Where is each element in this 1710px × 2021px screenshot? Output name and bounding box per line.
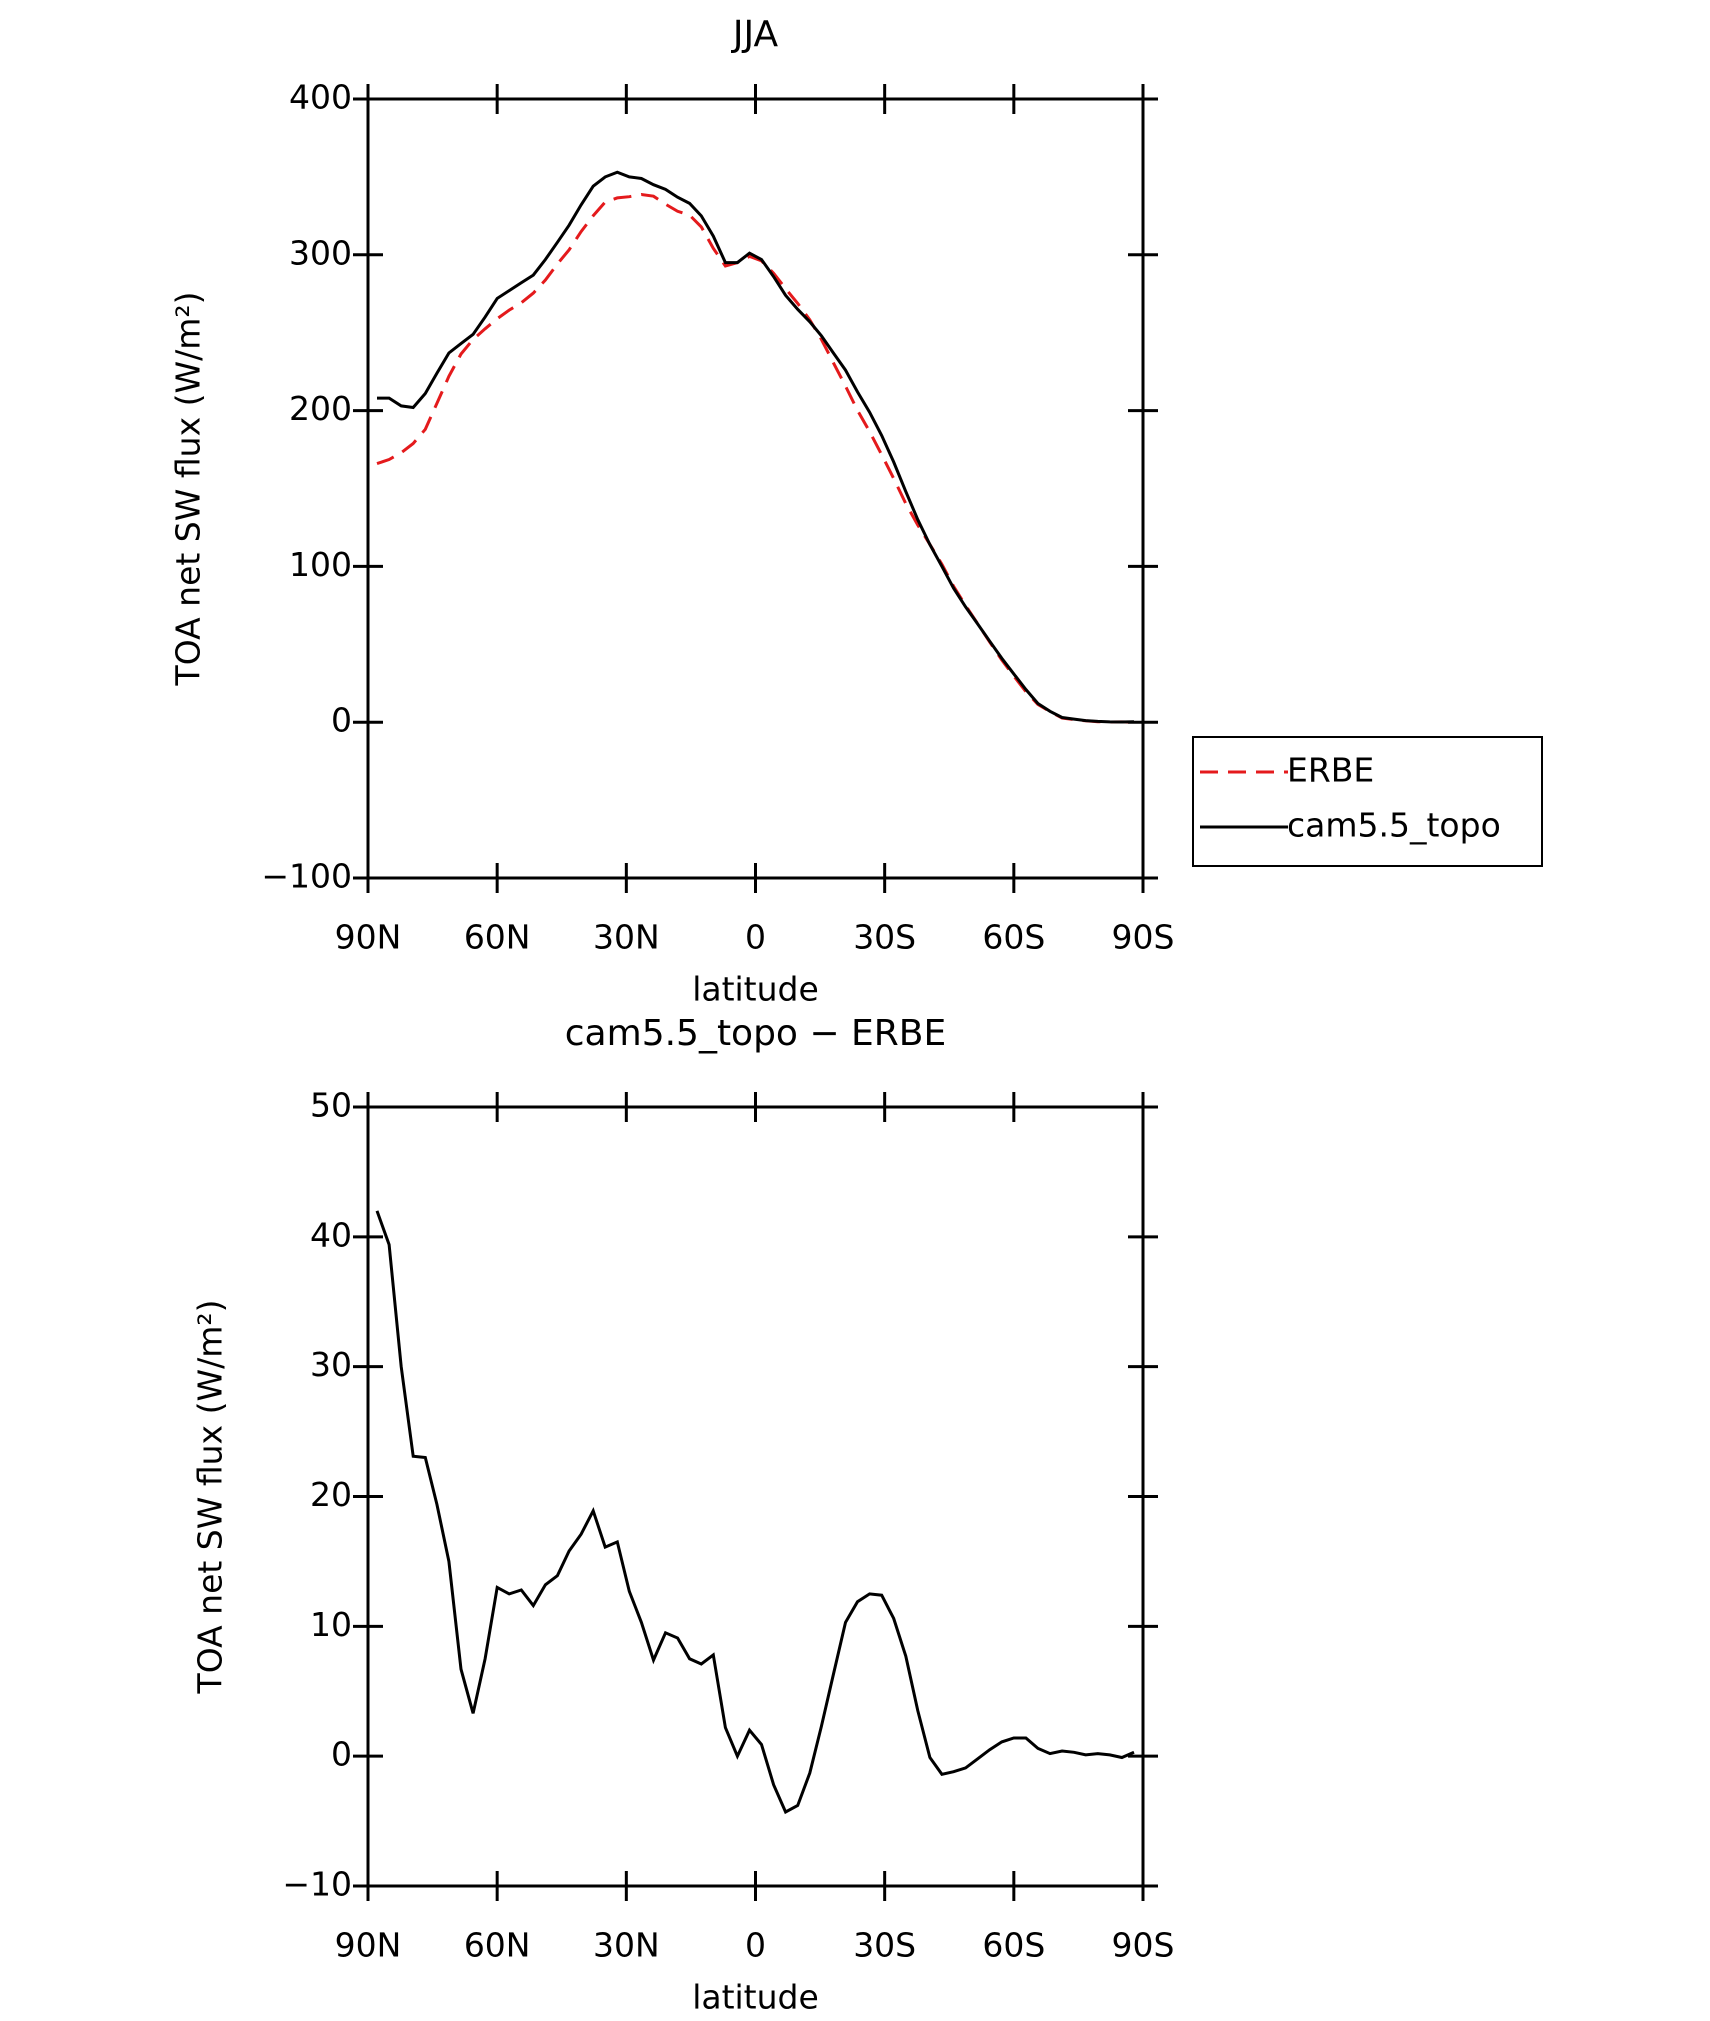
- y-tick-label: 0: [331, 701, 352, 740]
- plot-frame: [366, 97, 1145, 880]
- x-tick-label: 90N: [335, 1926, 402, 1965]
- x-tick-label: 30N: [593, 918, 660, 957]
- x-tick-label: 90S: [1112, 1926, 1175, 1965]
- x-tick-label: 30S: [853, 1926, 916, 1965]
- y-tick-label: 20: [310, 1475, 352, 1514]
- y-tick-label: 0: [331, 1735, 352, 1774]
- y-tick-label: 40: [310, 1215, 352, 1254]
- y-axis-label: TOA net SW flux (W/m²): [191, 1300, 230, 1695]
- y-tick-label: 50: [310, 1086, 352, 1125]
- y-tick-label: 30: [310, 1345, 352, 1384]
- y-tick-label: 200: [289, 389, 352, 428]
- y-tick-label: 100: [289, 545, 352, 584]
- x-axis-label: latitude: [692, 1978, 819, 2017]
- plot-frame: [366, 1105, 1145, 1888]
- x-tick-label: 60N: [464, 918, 531, 957]
- x-tick-label: 90S: [1112, 918, 1175, 957]
- x-axis-label: latitude: [692, 970, 819, 1009]
- x-tick-label: 30S: [853, 918, 916, 957]
- legend-label: ERBE: [1287, 751, 1374, 790]
- x-tick-label: 60S: [982, 1926, 1045, 1965]
- x-tick-label: 60N: [464, 1926, 531, 1965]
- x-tick-label: 90N: [335, 918, 402, 957]
- y-tick-label: −10: [282, 1865, 352, 1904]
- y-axis-label: TOA net SW flux (W/m²): [169, 292, 208, 687]
- legend-box: [1192, 736, 1543, 867]
- y-tick-label: 400: [289, 78, 352, 117]
- y-tick-label: 10: [310, 1605, 352, 1644]
- x-tick-label: 30N: [593, 1926, 660, 1965]
- legend-label: cam5.5_topo: [1287, 806, 1501, 845]
- y-tick-label: 300: [289, 233, 352, 272]
- line-series: [375, 1210, 1135, 1815]
- x-tick-label: 0: [745, 918, 766, 957]
- line-series: [376, 192, 1135, 724]
- line-series: [377, 170, 1135, 724]
- x-tick-label: 0: [745, 1926, 766, 1965]
- chart-title: cam5.5_topo − ERBE: [565, 1013, 946, 1054]
- chart-title: JJA: [731, 14, 779, 55]
- x-tick-label: 60S: [982, 918, 1045, 957]
- y-tick-label: −100: [261, 857, 352, 896]
